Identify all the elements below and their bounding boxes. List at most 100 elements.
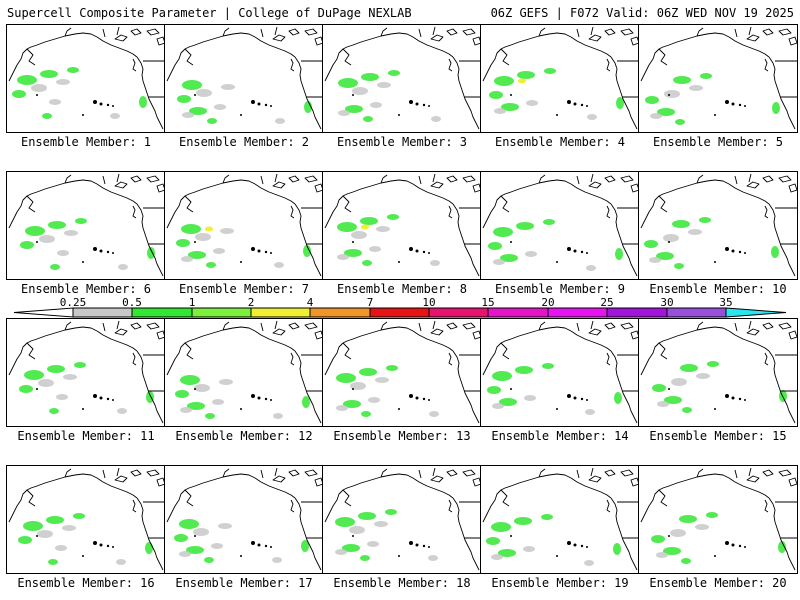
scp-blob [181,224,201,234]
member-label-11: Ensemble Member: 11 [17,429,155,443]
colorbar-segment [725,307,787,318]
scp-blob [517,71,535,79]
scp-field [336,365,439,417]
scp-blob [494,108,506,114]
scp-blob [67,67,79,73]
ensemble-panel-7 [164,171,324,280]
scp-blob [523,546,535,552]
scp-blob [17,75,37,85]
scp-blob [500,254,518,262]
scp-blob [542,363,554,369]
scp-blob [214,104,226,110]
scp-blob [336,405,348,411]
scp-blob [586,265,596,271]
scp-blob [360,217,378,225]
scp-blob [675,119,685,125]
scp-blob [62,525,76,531]
colorbar-segment [131,307,193,318]
colorbar-segment [72,307,133,318]
scp-blob [55,545,67,551]
scp-blob [616,97,624,109]
scp-blob [345,105,363,113]
member-label-8: Ensemble Member: 8 [336,282,468,296]
ensemble-panel-3 [322,24,482,133]
scp-blob [342,544,360,552]
scp-blob [344,249,362,257]
coastline [324,173,481,277]
scp-blob [174,534,188,542]
panel-map-11 [8,320,165,424]
colorbar-underflow [13,307,74,318]
scp-field [176,224,311,268]
scp-blob [673,76,691,84]
scp-blob [272,557,282,563]
ensemble-panel-5 [638,24,798,133]
scp-blob [40,70,58,78]
scp-max-blob [361,224,369,230]
coastline [482,173,639,277]
scp-blob [206,262,216,268]
scp-blob [489,91,503,99]
scp-blob [650,113,662,119]
colorbar-tick-label: 7 [367,296,374,309]
scp-blob [75,218,87,224]
scp-field [489,68,624,120]
member-label-10: Ensemble Member: 10 [649,282,787,296]
colorbar-tick-label: 20 [541,296,554,309]
scp-blob [23,521,43,531]
scp-blob [338,78,358,88]
scp-blob [301,540,309,552]
member-label-6: Ensemble Member: 6 [20,282,152,296]
member-label-14: Ensemble Member: 14 [491,429,629,443]
scp-blob [359,368,377,376]
scp-blob [335,549,347,555]
scp-blob [177,95,191,103]
scp-blob [213,248,225,254]
member-label-7: Ensemble Member: 7 [178,282,310,296]
scp-blob [362,260,372,266]
ensemble-panel-15 [638,318,798,427]
scp-blob [116,559,126,565]
scp-blob [486,537,500,545]
scp-blob [42,113,52,119]
scp-blob [682,407,692,413]
scp-blob [363,116,373,122]
panel-map-13 [324,320,481,424]
scp-blob [493,227,513,237]
scp-blob [50,264,60,270]
scp-blob [645,96,659,104]
coastline [8,467,165,571]
scp-blob [73,513,85,519]
scp-blob [428,555,438,561]
scp-blob [20,241,34,249]
ensemble-panel-9 [480,171,640,280]
scp-blob [49,408,59,414]
scp-blob [651,535,665,543]
scp-blob [57,250,69,256]
scp-blob [706,512,718,518]
scp-blob [31,84,47,92]
panel-map-18 [324,467,481,571]
ensemble-panel-11 [6,318,166,427]
scp-blob [37,530,53,538]
panel-map-15 [640,320,797,424]
coastline [8,320,165,424]
panel-map-4 [482,26,639,130]
member-label-9: Ensemble Member: 9 [494,282,626,296]
ensemble-panel-12 [164,318,324,427]
coastline [324,467,481,571]
scp-blob [386,365,398,371]
member-label-12: Ensemble Member: 12 [175,429,313,443]
scp-blob [526,100,538,106]
panel-map-9 [482,173,639,277]
scp-blob [699,217,711,223]
scp-blob [672,220,690,228]
coastline [166,467,323,571]
scp-blob [179,519,199,529]
scp-blob [689,85,703,91]
scp-blob [337,254,349,260]
colorbar-segment [428,307,489,318]
scp-blob [374,521,388,527]
scp-blob [524,395,536,401]
